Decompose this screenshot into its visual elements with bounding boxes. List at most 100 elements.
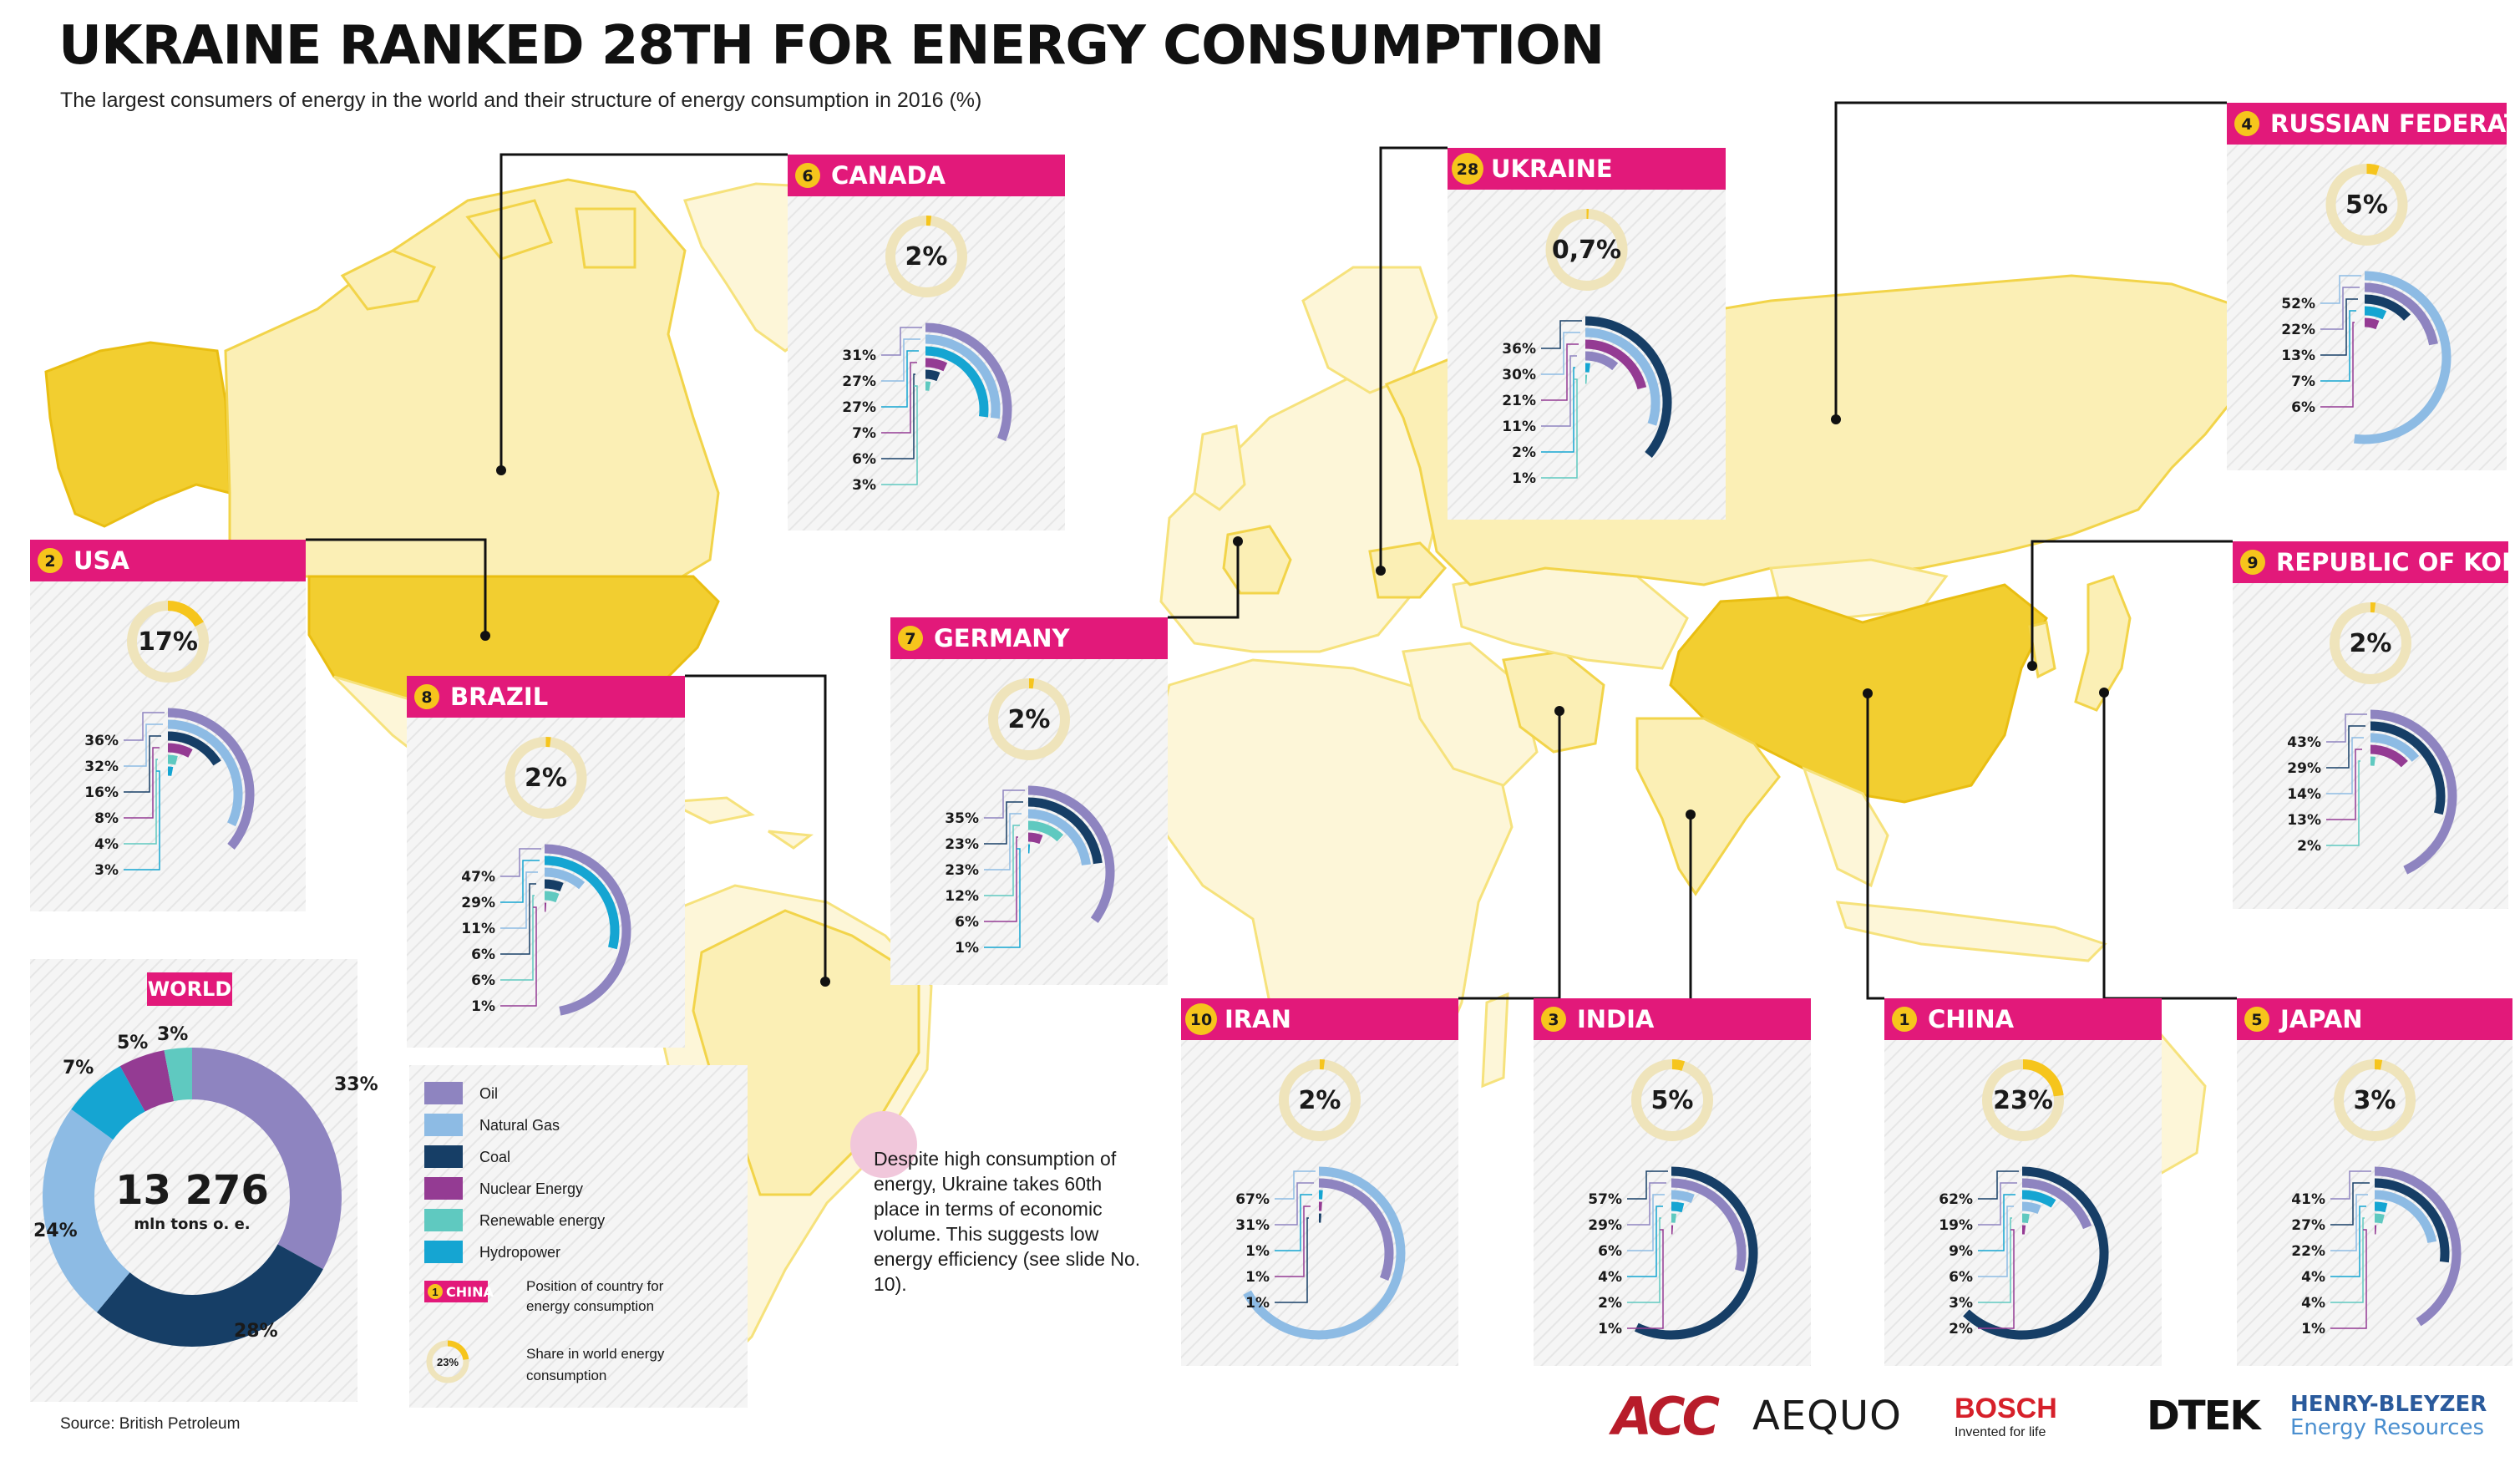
location-dot (1831, 414, 1841, 424)
map-europe (1161, 368, 1437, 652)
location-dot (1554, 706, 1564, 716)
structure-label: 7% (2291, 373, 2315, 390)
arc-natural-gas (1671, 1195, 1693, 1199)
country-name: UKRAINE (1491, 155, 1613, 183)
world-total: 13 276 (115, 1167, 269, 1214)
rank-number: 6 (802, 167, 813, 185)
structure-label: 62% (1939, 1191, 1973, 1208)
structure-label: 4% (2301, 1295, 2325, 1312)
legend-label: Coal (479, 1149, 510, 1165)
share-ring-arc (2375, 1064, 2381, 1065)
rank-badge: 1 (1892, 1007, 1917, 1032)
structure-label: 6% (471, 947, 495, 963)
country-name: REPUBLIC OF KOREA (2276, 548, 2520, 576)
map-alaska (46, 343, 230, 526)
ukraine-note: Despite high consumption of energy, Ukra… (874, 1146, 1149, 1297)
structure-label: 4% (94, 836, 119, 853)
rank-badge: 3 (1541, 1007, 1566, 1032)
world-label: WORLD (148, 977, 232, 1001)
world-slice-label: 33% (334, 1074, 378, 1095)
structure-label: 27% (842, 399, 876, 416)
world-slice-renewable-energy (169, 1074, 192, 1076)
share-value: 17% (138, 627, 198, 657)
structure-label: 1% (1245, 1269, 1270, 1286)
structure-label: 14% (2287, 786, 2321, 803)
country-name: BRAZIL (450, 683, 548, 711)
country-name: IRAN (1225, 1005, 1291, 1033)
arc-nuclear-energy (2365, 322, 2377, 325)
legend-swatch (424, 1114, 463, 1136)
panel-background (30, 540, 306, 911)
rank-badge: 10 (1185, 1003, 1217, 1035)
map-central-asia (1453, 568, 1687, 668)
location-dot (1686, 810, 1696, 820)
legend-rank-name: CHINA (446, 1284, 494, 1300)
arc-nuclear-energy (1028, 837, 1041, 840)
rank-badge: 7 (898, 626, 923, 651)
map-canada (226, 180, 718, 585)
rank-number: 28 (1457, 160, 1478, 179)
structure-label: 11% (1502, 419, 1536, 435)
structure-label: 57% (1588, 1191, 1622, 1208)
structure-label: 1% (1598, 1321, 1622, 1337)
location-dot (2027, 661, 2037, 671)
arc-renewable-energy (925, 386, 930, 387)
share-value: 5% (1651, 1086, 1694, 1115)
location-dot (480, 631, 490, 641)
country-name: JAPAN (2279, 1005, 2363, 1033)
location-dot (1233, 536, 1243, 546)
location-dot (820, 977, 830, 987)
location-dot (2099, 688, 2109, 698)
share-ring-arc (1672, 1064, 1683, 1066)
structure-label: 2% (1512, 444, 1536, 461)
structure-label: 4% (1598, 1269, 1622, 1286)
legend-label: Oil (479, 1085, 498, 1102)
leader-republic-of-korea (2027, 541, 2233, 671)
map-madagascar (1483, 994, 1508, 1086)
structure-label: 19% (1939, 1217, 1973, 1234)
structure-label: 1% (2301, 1321, 2325, 1337)
source-note: Source: British Petroleum (60, 1415, 240, 1434)
structure-label: 3% (94, 862, 119, 879)
panel-header (2237, 998, 2512, 1040)
structure-label: 1% (1512, 470, 1536, 487)
structure-label: 30% (1502, 367, 1536, 383)
rank-number: 3 (1548, 1011, 1559, 1029)
arc-hydropower (2365, 311, 2385, 315)
legend-share-text: consumption (526, 1368, 606, 1383)
legend-rank-text: Position of country for (526, 1278, 664, 1294)
arc-coal (545, 884, 562, 887)
rank-badge: 28 (1452, 153, 1483, 185)
share-value: 2% (2350, 629, 2392, 658)
rank-badge: 2 (38, 548, 63, 573)
share-ring-arc (2367, 169, 2378, 170)
arc-natural-gas (2022, 1206, 2040, 1210)
country-name: INDIA (1577, 1005, 1655, 1033)
structure-label: 52% (2281, 296, 2315, 312)
arc-renewable-energy (168, 759, 176, 760)
structure-label: 2% (1949, 1321, 1973, 1337)
structure-label: 32% (84, 759, 119, 775)
rank-badge: 8 (414, 684, 439, 709)
world-slice-label: 3% (157, 1024, 188, 1045)
rank-number: 8 (421, 688, 432, 707)
arc-hydropower (2375, 1206, 2386, 1208)
share-value: 23% (1993, 1086, 2053, 1115)
structure-label: 29% (1588, 1217, 1622, 1234)
structure-label: 2% (1598, 1295, 1622, 1312)
legend-label: Natural Gas (479, 1117, 560, 1134)
structure-label: 47% (461, 869, 495, 886)
structure-label: 36% (84, 733, 119, 749)
structure-label: 1% (471, 998, 495, 1015)
structure-label: 21% (1502, 393, 1536, 409)
